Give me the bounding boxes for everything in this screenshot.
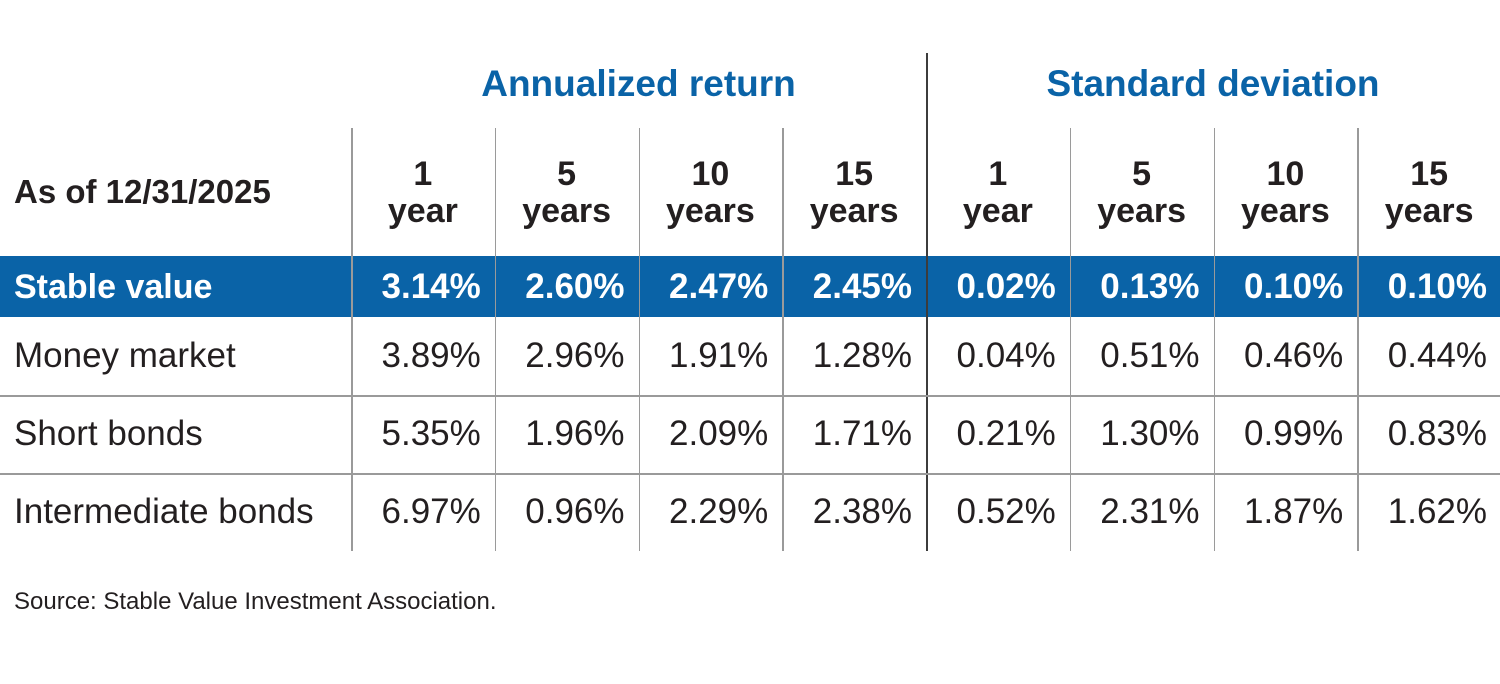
group-title-standard-deviation: Standard deviation	[1046, 63, 1380, 104]
table-cell: 2.96%	[525, 336, 625, 375]
column-divider-line	[638, 128, 640, 551]
column-header-period: 10	[691, 155, 730, 193]
column-divider-line	[1213, 128, 1215, 551]
table-cell: 1.30%	[1100, 414, 1200, 453]
table-cell: 0.02%	[956, 266, 1056, 306]
table-cell: 0.04%	[956, 336, 1056, 375]
column-header-period: 10	[1266, 155, 1305, 193]
column-header-period: 15	[1410, 155, 1449, 193]
column-header-unit: years	[522, 192, 612, 230]
table-cell: 1.91%	[669, 336, 769, 375]
row-divider-line	[0, 395, 1500, 397]
table-cell: 2.09%	[669, 414, 769, 453]
table-cell: 1.71%	[812, 414, 912, 453]
column-header-period: 1	[988, 155, 1008, 193]
column-header: 5 years	[495, 156, 639, 230]
column-divider-line	[351, 128, 353, 551]
column-divider-line	[782, 128, 784, 551]
table-cell: 0.46%	[1244, 336, 1344, 375]
table-cell: 0.96%	[525, 492, 625, 531]
column-header-unit: years	[1097, 192, 1187, 230]
column-header: 10 years	[1214, 156, 1358, 230]
column-header-unit: year	[962, 192, 1033, 230]
column-header: 1 year	[926, 156, 1070, 230]
row-label: Money market	[14, 336, 236, 375]
group-title-annualized-return: Annualized return	[481, 63, 796, 104]
table-cell: 0.10%	[1387, 266, 1487, 306]
table-cell: 0.83%	[1387, 414, 1487, 453]
column-header-unit: years	[1240, 192, 1330, 230]
table-cell: 5.35%	[381, 414, 481, 453]
table-cell: 2.38%	[812, 492, 912, 531]
row-label: Short bonds	[14, 414, 203, 453]
column-header-period: 5	[557, 155, 577, 193]
table-cell: 0.51%	[1100, 336, 1200, 375]
column-header-unit: years	[1384, 192, 1474, 230]
column-header-period: 5	[1132, 155, 1152, 193]
table-cell: 2.29%	[669, 492, 769, 531]
table-cell: 0.99%	[1244, 414, 1344, 453]
column-header-unit: years	[809, 192, 899, 230]
source-note: Source: Stable Value Investment Associat…	[14, 588, 497, 615]
column-header: 15 years	[782, 156, 926, 230]
column-header-unit: years	[665, 192, 755, 230]
table-cell: 3.89%	[381, 336, 481, 375]
table-cell: 2.60%	[525, 266, 625, 306]
table-cell: 2.45%	[812, 266, 912, 306]
column-header: 5 years	[1070, 156, 1214, 230]
column-header-period: 1	[413, 155, 433, 193]
column-header-period: 15	[835, 155, 874, 193]
column-header: 1 year	[351, 156, 495, 230]
table-cell: 0.44%	[1387, 336, 1487, 375]
column-header: 15 years	[1357, 156, 1500, 230]
column-header-unit: year	[387, 192, 458, 230]
table-cell: 2.47%	[669, 266, 769, 306]
group-divider-line	[926, 53, 928, 551]
table-cell: 3.14%	[381, 266, 481, 306]
column-divider-line	[494, 128, 497, 551]
as-of-date-label: As of 12/31/2025	[14, 173, 271, 210]
row-label: Intermediate bonds	[14, 492, 314, 531]
table-cell: 1.62%	[1387, 492, 1487, 531]
column-divider-line	[1357, 128, 1359, 551]
row-divider-line	[0, 473, 1500, 475]
row-label: Stable value	[14, 267, 213, 306]
table-cell: 6.97%	[381, 492, 481, 531]
table-cell: 2.31%	[1100, 492, 1200, 531]
table-cell: 0.52%	[956, 492, 1056, 531]
table-cell: 1.28%	[812, 336, 912, 375]
table-cell: 0.13%	[1100, 266, 1200, 306]
table-cell: 0.21%	[956, 414, 1056, 453]
column-divider-line	[1069, 128, 1072, 551]
table-cell: 0.10%	[1244, 266, 1344, 306]
column-header: 10 years	[639, 156, 783, 230]
table-cell: 1.87%	[1244, 492, 1344, 531]
table-cell: 1.96%	[525, 414, 625, 453]
highlight-row-band	[0, 256, 1500, 317]
